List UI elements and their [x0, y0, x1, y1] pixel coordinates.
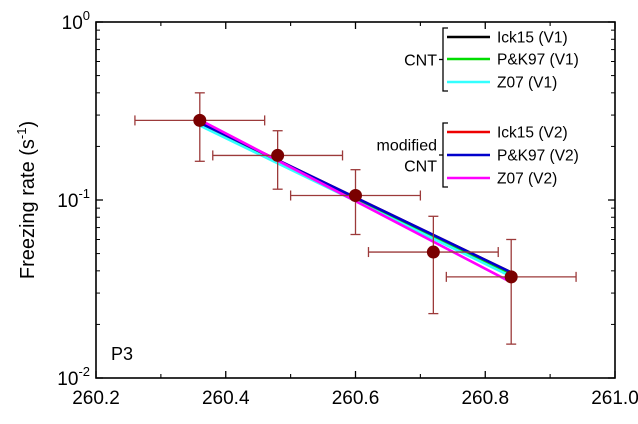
legend-label: Ick15 (V2): [497, 125, 568, 142]
y-tick-label: 10-1: [57, 186, 90, 212]
data-point: [212, 130, 344, 190]
point-marker: [271, 148, 285, 162]
legend-label: P&K97 (V2): [497, 148, 579, 165]
legend-label: Ick15 (V1): [497, 30, 568, 47]
data-point: [445, 238, 577, 345]
legend: Ick15 (V1) P&K97 (V1) Z07 (V1) CNT Ick15 (V2…: [377, 27, 579, 188]
legend-label: Z07 (V2): [497, 171, 557, 188]
legend-label: P&K97 (V1): [497, 52, 579, 69]
point-marker: [504, 270, 518, 284]
y-axis-title: Freezing rate (s-1): [14, 121, 39, 279]
legend-group-label: CNT: [404, 53, 437, 70]
axes-layer: 260.2 260.4 260.6 260.8 261.0 100 10-1 10-2 Free…: [14, 8, 638, 409]
data-point: [134, 92, 266, 162]
data-point: [367, 215, 499, 315]
legend-label: Z07 (V1): [497, 75, 557, 92]
x-tick-label: 260.6: [332, 388, 380, 409]
x-tick-label: 260.2: [72, 388, 120, 409]
panel-label: P3: [111, 344, 133, 364]
data-point: [289, 169, 422, 236]
x-tick-label: 260.8: [461, 388, 509, 409]
legend-group-label: modified: [377, 138, 437, 155]
measurement-layer: [134, 92, 577, 345]
point-marker: [426, 245, 440, 259]
point-marker: [349, 188, 362, 202]
legend-group-label: CNT: [404, 159, 437, 176]
y-tick-label: 100: [62, 8, 90, 34]
point-marker: [193, 113, 207, 127]
y-tick-label: 10-2: [57, 364, 90, 390]
x-tick-label: 261.0: [591, 388, 638, 409]
x-tick-label: 260.4: [202, 388, 250, 409]
